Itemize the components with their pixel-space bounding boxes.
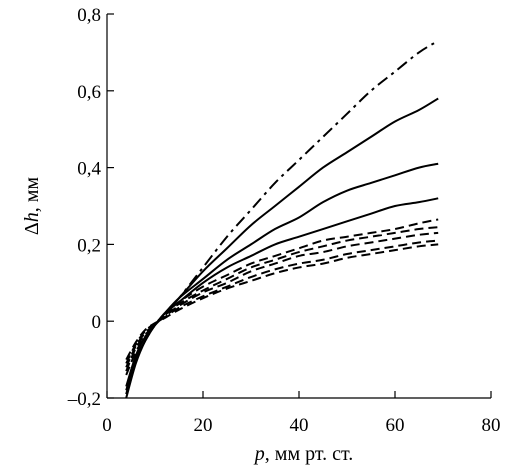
x-axis-title-units: , мм рт. ст. — [265, 443, 353, 465]
x-ticks: 0 20 40 60 80 — [102, 391, 501, 436]
series-line-3-solid — [125, 162, 439, 395]
y-axis-title: Δh, мм — [21, 177, 43, 236]
y-tick-label: 0,8 — [77, 5, 101, 26]
x-tick-label: 80 — [482, 415, 501, 436]
series-line-7-dashed — [125, 231, 439, 368]
y-tick-label: 0 — [92, 312, 102, 333]
series-line-1-dashdot — [125, 40, 439, 391]
x-tick-label: 20 — [194, 415, 213, 436]
y-axis-title-units: , мм — [21, 177, 43, 213]
y-axis-title-delta: Δ — [21, 222, 43, 235]
y-tick-label: 0,2 — [77, 235, 101, 256]
series-lines — [125, 40, 439, 399]
x-axis-title: p, мм рт. ст. — [253, 443, 353, 465]
y-tick-label: –0,2 — [67, 389, 101, 410]
series-line-6-dashed — [125, 226, 439, 372]
series-line-5-dashed — [125, 218, 439, 376]
y-axis-title-variable: h — [21, 212, 43, 222]
x-axis-title-variable: p — [253, 443, 265, 465]
y-ticks: –0,2 0 0,2 0,4 0,6 0,8 — [67, 5, 114, 410]
x-tick-label: 60 — [386, 415, 405, 436]
series-line-2-solid — [125, 97, 439, 399]
x-tick-label: 40 — [290, 415, 309, 436]
y-tick-label: 0,4 — [77, 159, 101, 180]
axes — [106, 14, 491, 399]
x-tick-label: 0 — [102, 415, 112, 436]
series-line-9-dashed — [125, 243, 439, 361]
series-line-8-dashed — [125, 239, 439, 364]
y-tick-label: 0,6 — [77, 82, 101, 103]
